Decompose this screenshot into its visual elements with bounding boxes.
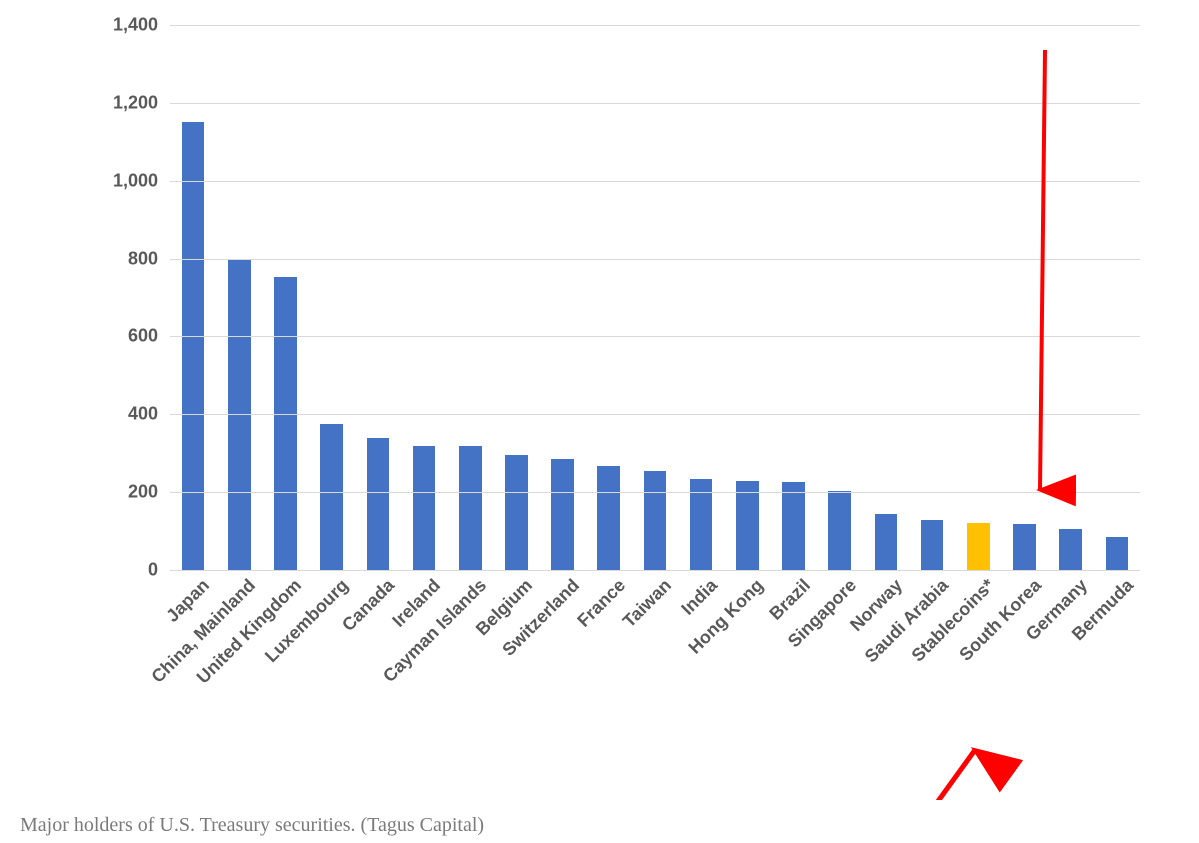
bar-canada: [367, 438, 390, 570]
chart-caption: Major holders of U.S. Treasury securitie…: [20, 814, 484, 837]
y-tick-label: 0: [148, 560, 158, 581]
gridline: [170, 259, 1140, 260]
gridline: [170, 336, 1140, 337]
bar-hong-kong: [736, 481, 759, 570]
bar-germany: [1059, 529, 1082, 570]
bar-saudi-arabia: [921, 520, 944, 570]
bar-taiwan: [644, 471, 667, 570]
y-tick-label: 200: [128, 482, 158, 503]
x-tick-label: France: [573, 575, 630, 632]
bar-japan: [182, 122, 205, 570]
gridline: [170, 414, 1140, 415]
bar-bermuda: [1106, 537, 1129, 570]
bar-belgium: [505, 455, 528, 570]
gridline: [170, 103, 1140, 104]
bar-stablecoins-: [967, 523, 990, 570]
y-tick-label: 1,000: [113, 170, 158, 191]
y-tick-label: 800: [128, 248, 158, 269]
gridline: [170, 25, 1140, 26]
bar-france: [597, 466, 620, 570]
bar-norway: [875, 514, 898, 570]
chart-container: Major Foreign Country Holders of United …: [60, 10, 1160, 800]
bars-group: [170, 25, 1140, 570]
gridline: [170, 181, 1140, 182]
x-axis-labels: JapanChina, MainlandUnited KingdomLuxemb…: [170, 575, 1140, 775]
y-tick-label: 400: [128, 404, 158, 425]
gridline: [170, 492, 1140, 493]
y-tick-label: 600: [128, 326, 158, 347]
bar-luxembourg: [320, 424, 343, 570]
gridline: [170, 570, 1140, 571]
bar-south-korea: [1013, 524, 1036, 570]
bar-ireland: [413, 446, 436, 570]
y-tick-label: 1,400: [113, 15, 158, 36]
bar-brazil: [782, 482, 805, 570]
bar-switzerland: [551, 459, 574, 570]
bar-singapore: [828, 491, 851, 570]
x-tick-label: Taiwan: [619, 575, 676, 632]
plot-area: 02004006008001,0001,2001,400: [170, 25, 1140, 570]
y-tick-label: 1,200: [113, 92, 158, 113]
bar-cayman-islands: [459, 446, 482, 570]
bar-united-kingdom: [274, 277, 297, 570]
